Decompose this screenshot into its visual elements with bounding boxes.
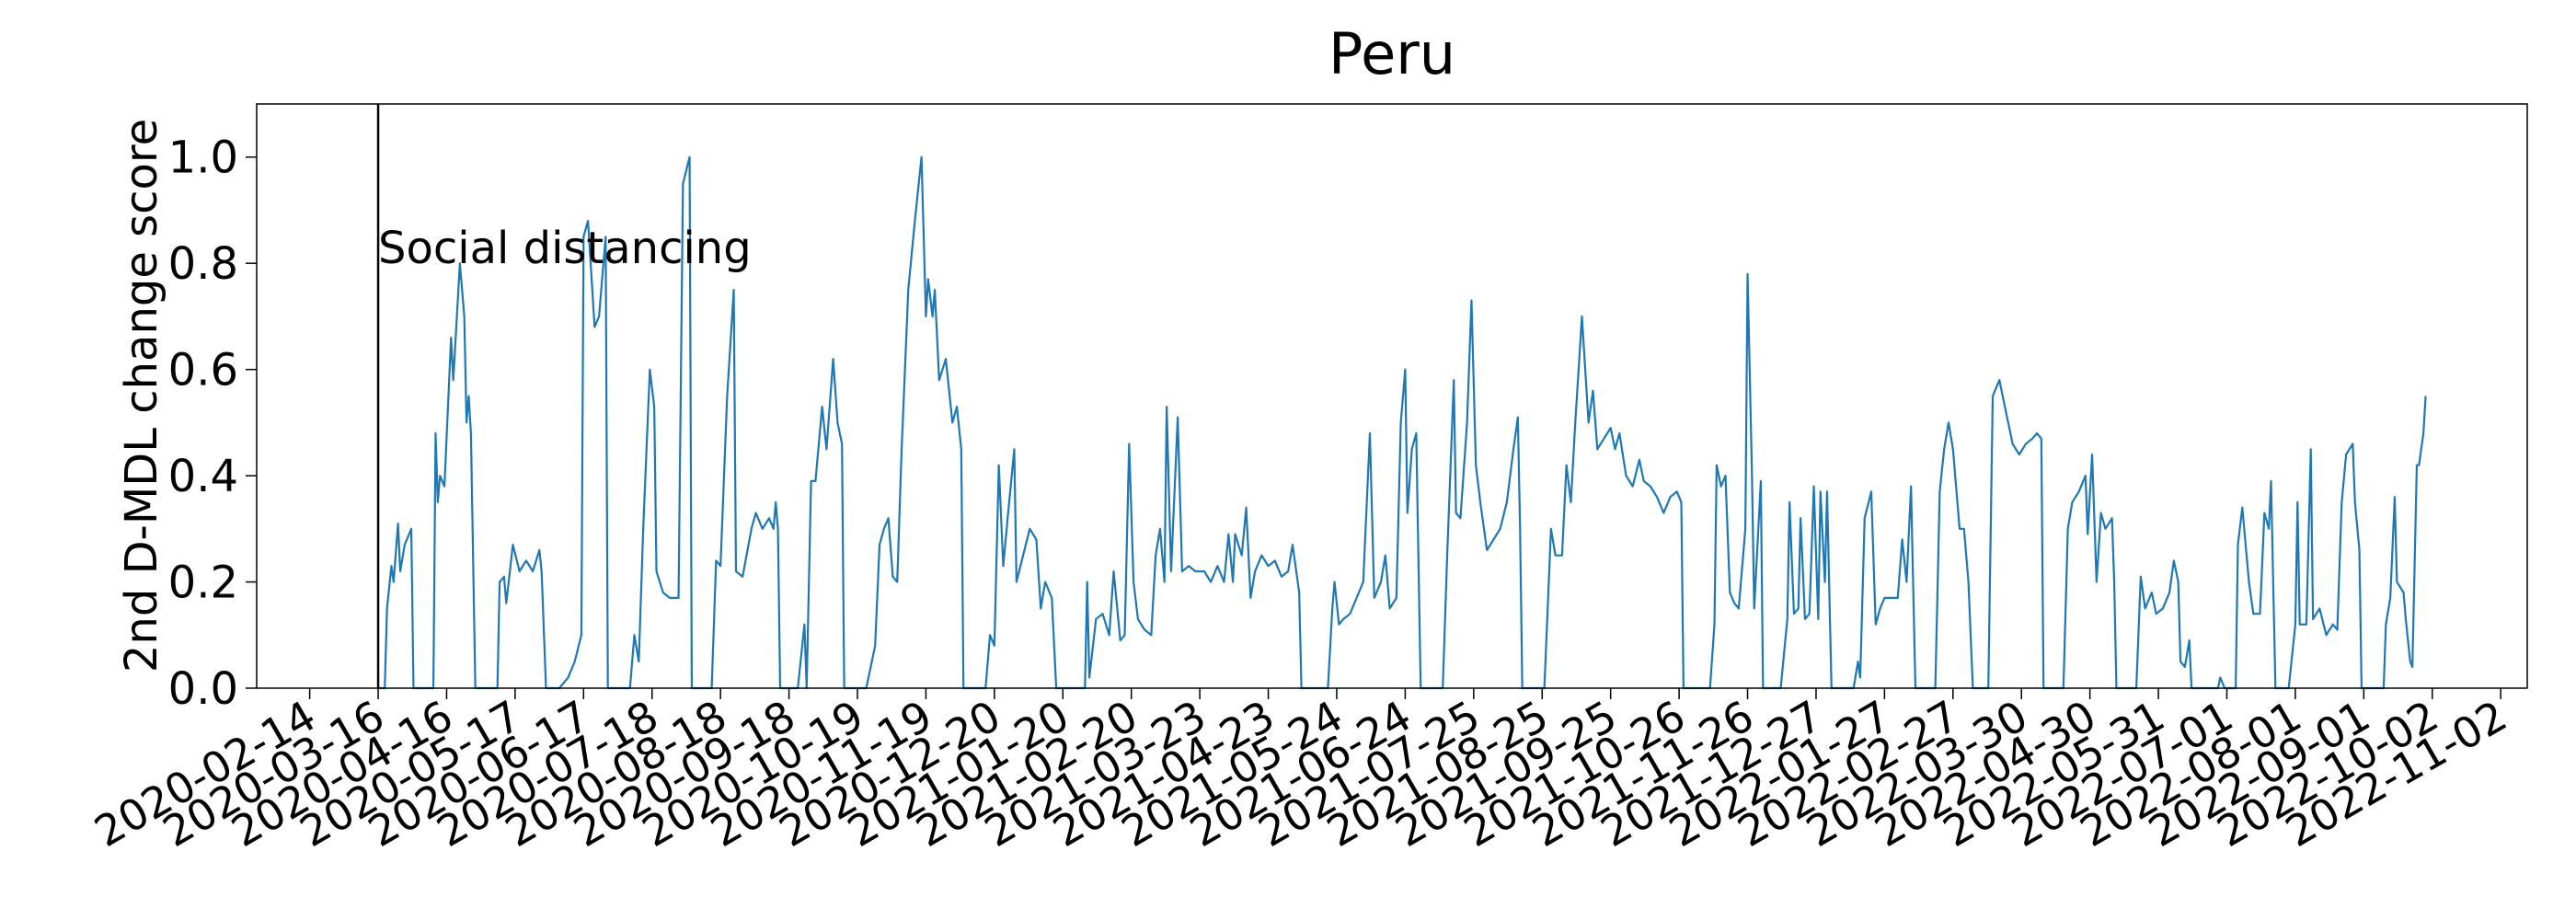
y-tick-label: 1.0 [168,132,238,184]
chart-title: Peru [1328,20,1455,87]
data-line [378,155,2427,690]
y-axis-label: 2nd D-MDL change score [116,119,167,673]
y-tick-label: 0.2 [168,558,238,609]
y-tick-label: 0.4 [168,451,238,502]
event-label: Social distancing [378,223,752,274]
y-tick-label: 0.8 [168,238,238,290]
y-tick-label: 0.0 [168,663,238,715]
plot-frame [256,103,2528,689]
y-tick-label: 0.6 [168,345,238,397]
